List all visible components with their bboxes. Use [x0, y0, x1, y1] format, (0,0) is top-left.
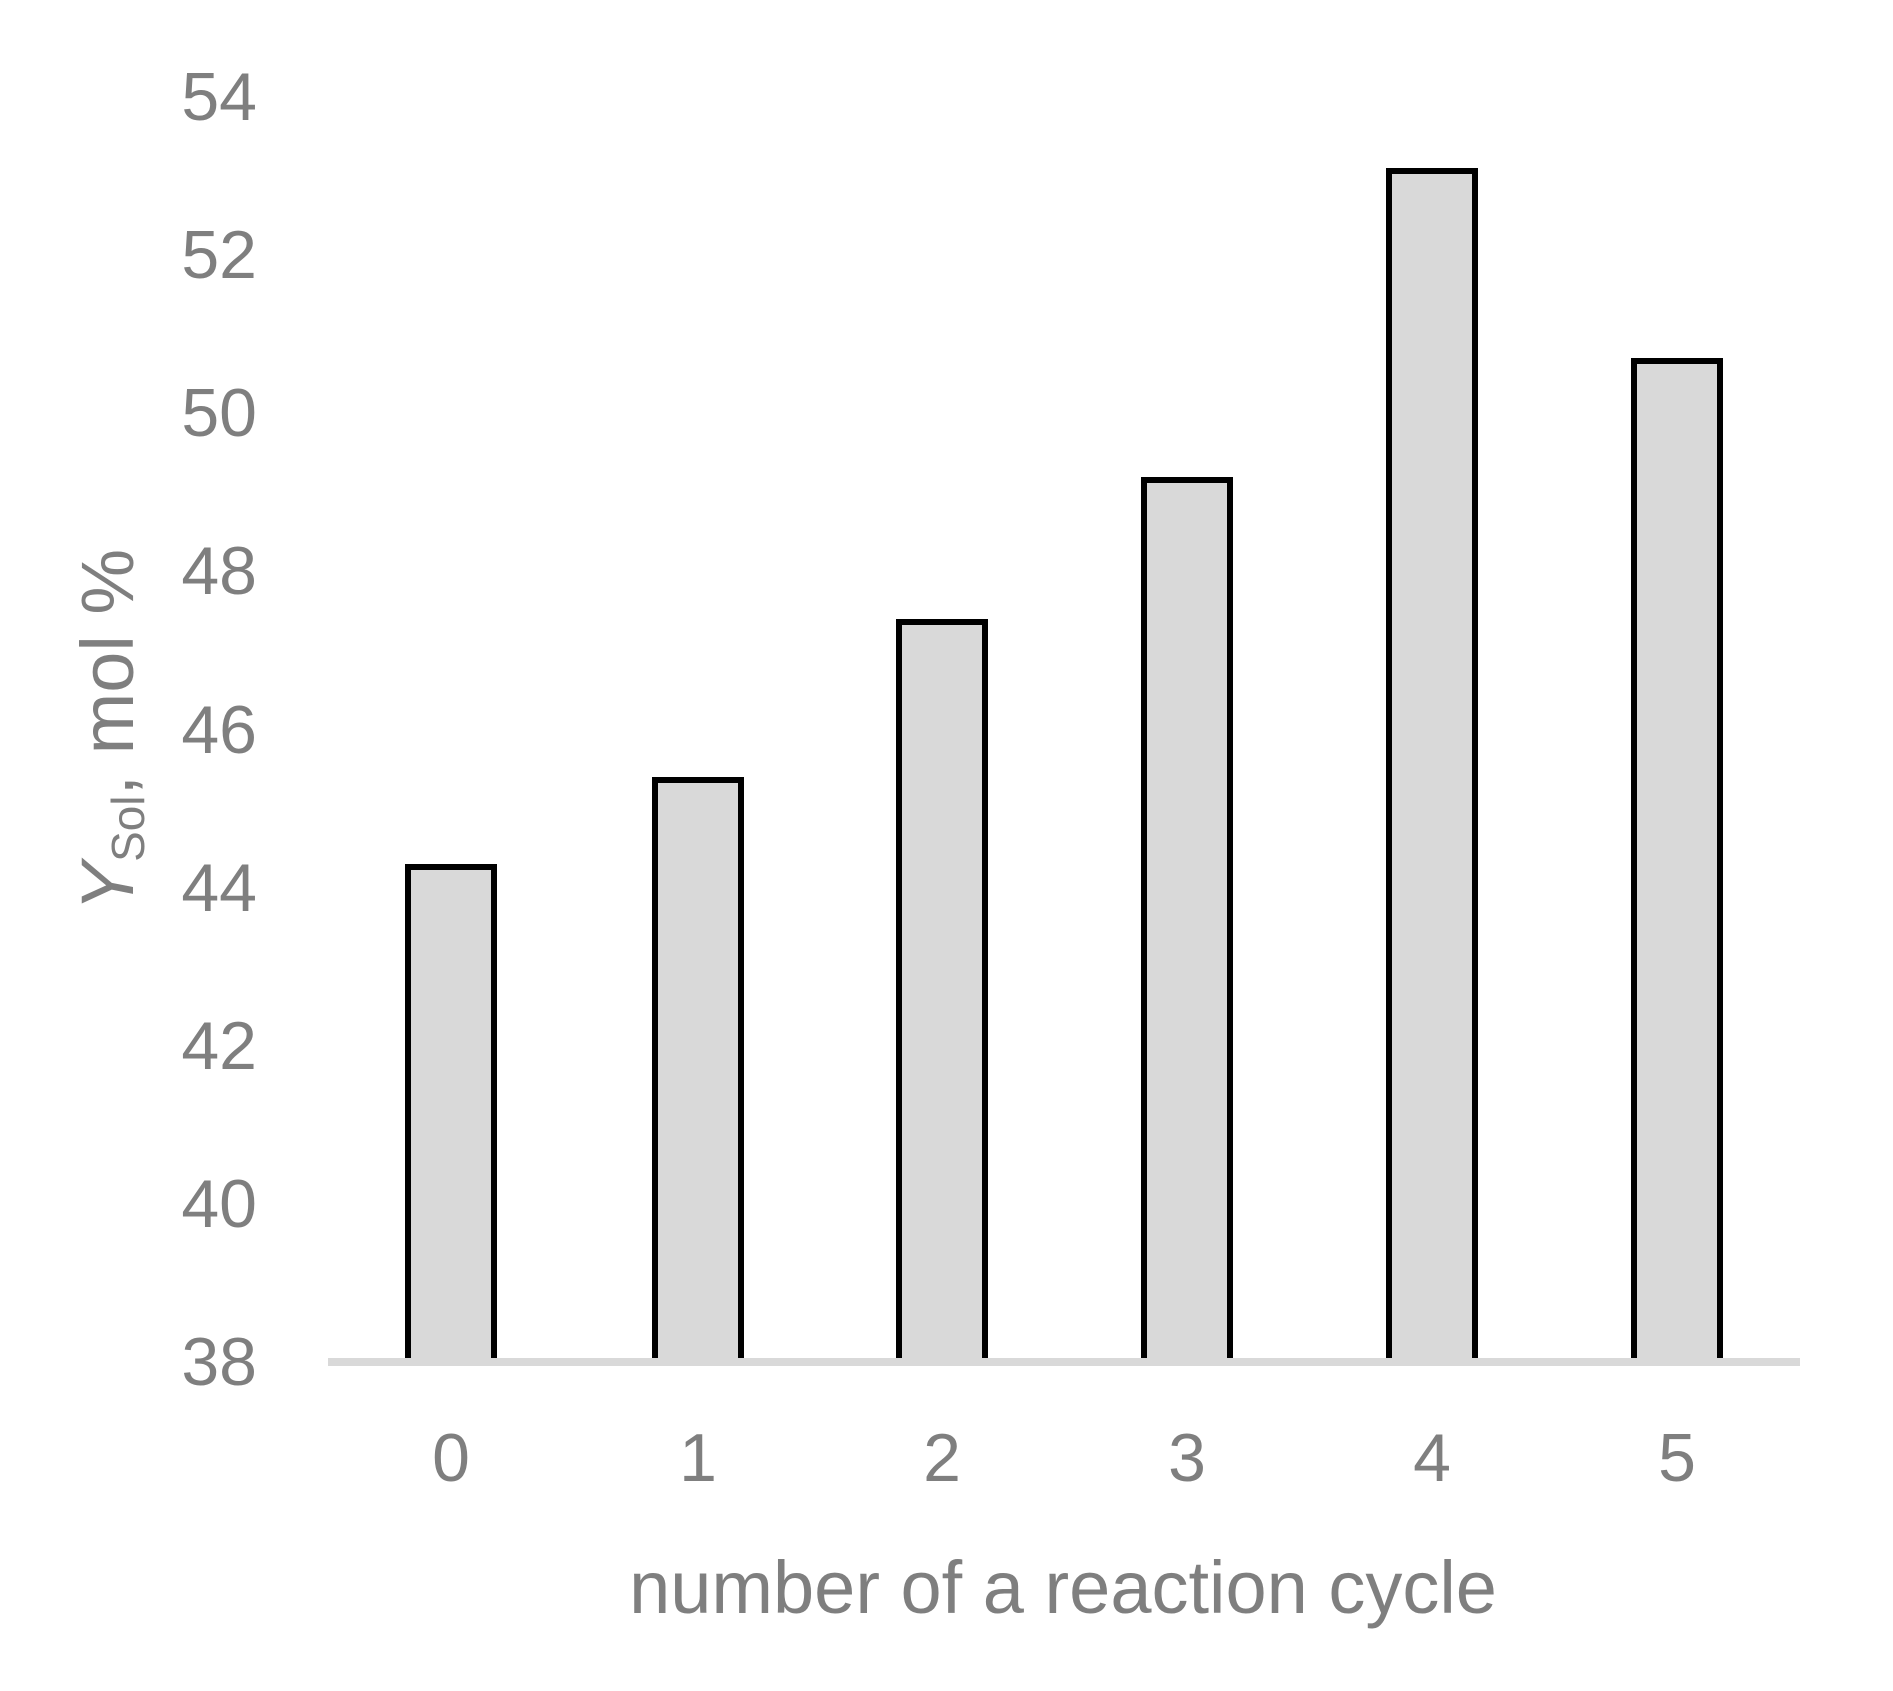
bar [1386, 168, 1478, 1366]
x-tick-label: 2 [923, 1420, 961, 1496]
bar [1141, 476, 1233, 1366]
y-axis-title: YSol, mol % [66, 549, 165, 911]
x-tick-label: 1 [679, 1420, 717, 1496]
y-tick-label: 44 [181, 849, 257, 926]
bar [896, 618, 988, 1366]
y-tick-label: 42 [181, 1007, 257, 1084]
bar [405, 863, 497, 1366]
y-tick-label: 48 [181, 533, 257, 610]
y-axis-title-symbol: Y [65, 861, 149, 912]
y-tick-label: 40 [181, 1165, 257, 1242]
bar [652, 776, 744, 1366]
y-tick-label: 46 [181, 691, 257, 768]
x-tick-label: 5 [1658, 1420, 1696, 1496]
y-tick-label: 52 [181, 217, 257, 294]
bar [1631, 357, 1723, 1366]
x-axis-title: number of a reaction cycle [629, 1546, 1497, 1629]
x-tick-label: 4 [1413, 1420, 1451, 1496]
x-tick-label: 3 [1168, 1420, 1206, 1496]
y-tick-label: 50 [181, 375, 257, 452]
y-tick-label: 38 [181, 1324, 257, 1400]
x-tick-label: 0 [432, 1420, 470, 1496]
y-axis-title-suffix: , mol % [65, 548, 149, 796]
y-tick-label: 54 [181, 59, 257, 136]
y-axis-title-subscript: Sol [102, 795, 155, 862]
x-axis-line [328, 1358, 1800, 1366]
